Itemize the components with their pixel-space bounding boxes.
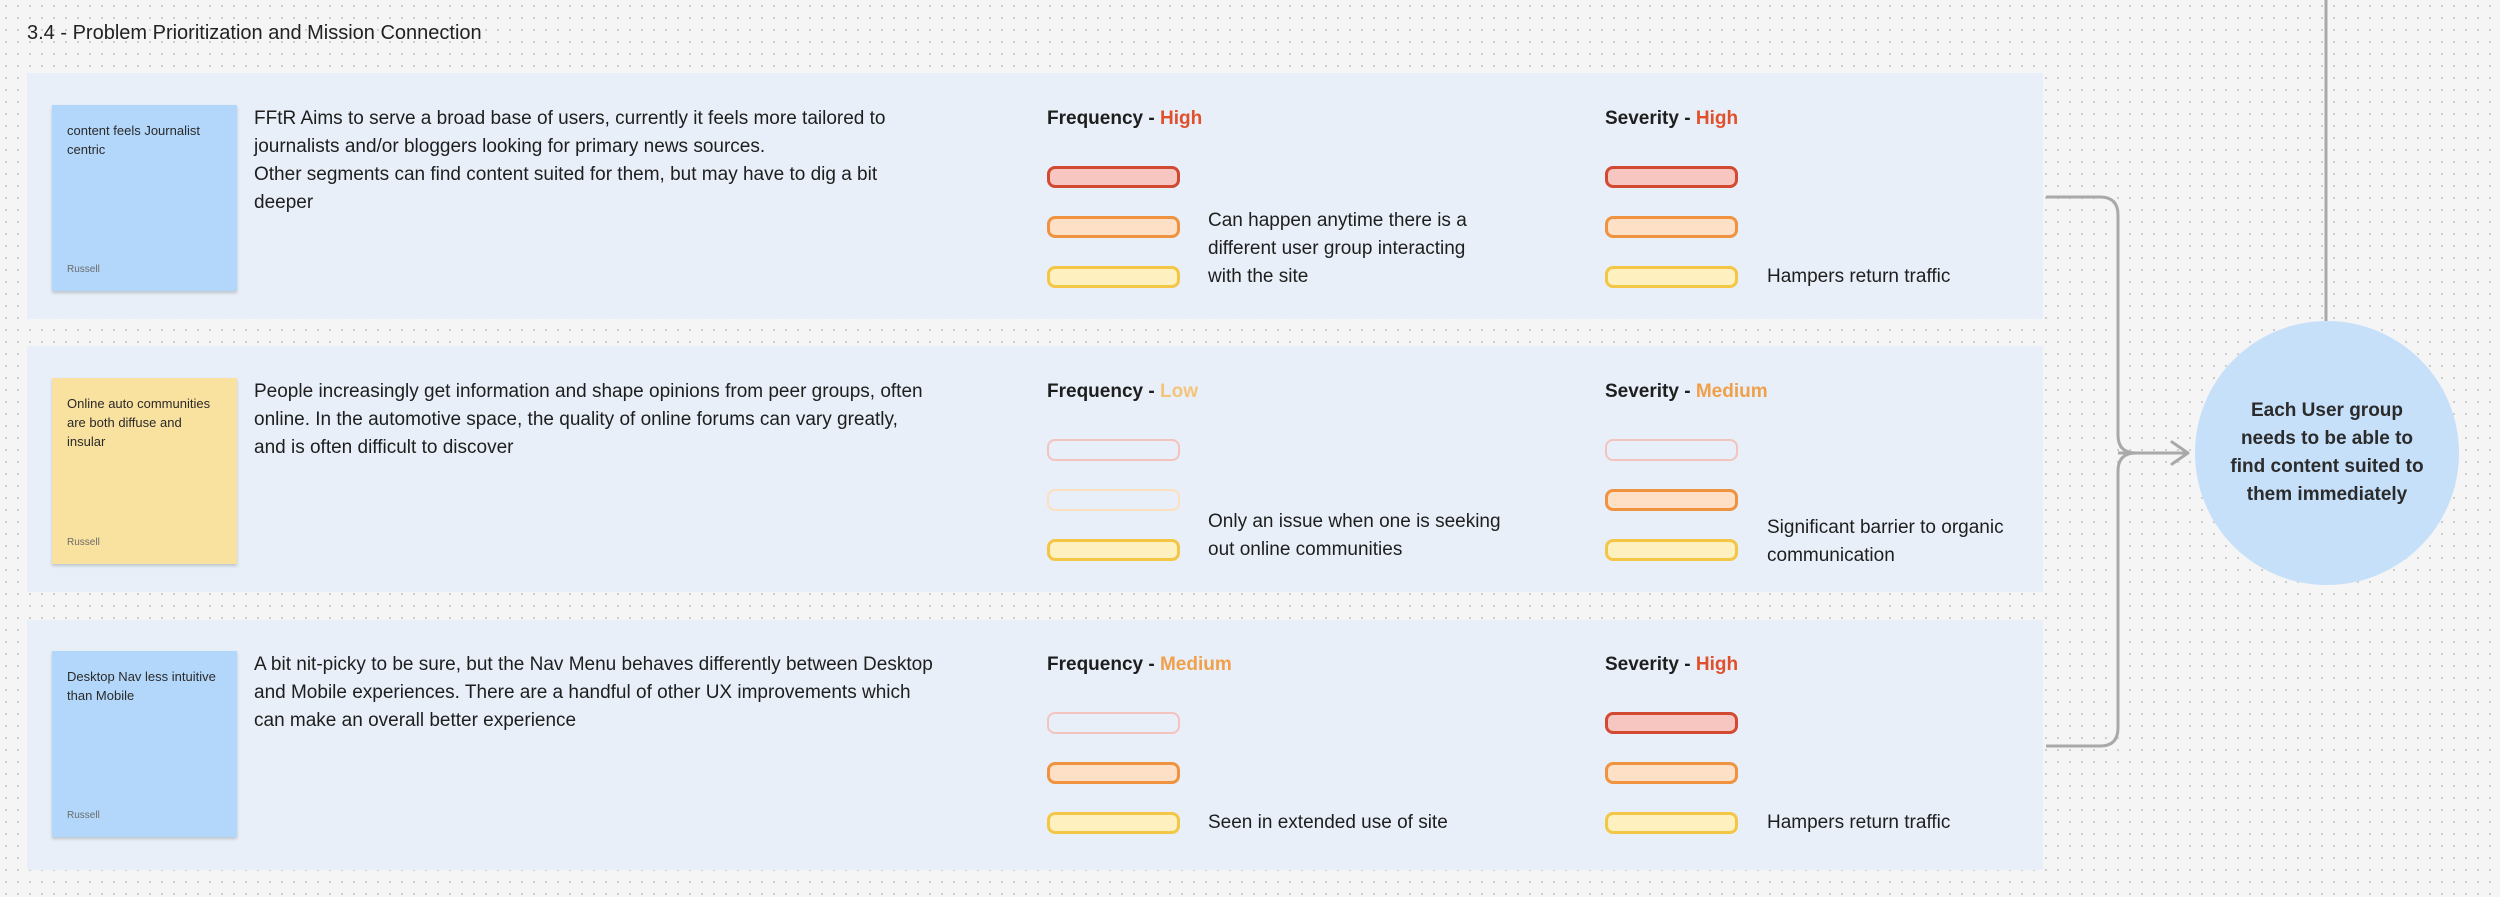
severity-pill-low (1605, 812, 1738, 834)
frequency-level: Low (1159, 381, 1198, 402)
problem-description: A bit nit-picky to be sure, but the Nav … (254, 651, 934, 735)
severity-label: Severity (1605, 381, 1679, 402)
description-paragraph: A bit nit-picky to be sure, but the Nav … (254, 654, 933, 731)
severity-level: High (1695, 108, 1739, 129)
frequency-title: Frequency - High (1047, 108, 1202, 130)
severity-label: Severity (1605, 108, 1679, 129)
severity-pill-medium (1605, 762, 1738, 784)
severity-pill-high (1605, 166, 1738, 188)
problem-description: FFtR Aims to serve a broad base of users… (254, 105, 934, 217)
frequency-level: Medium (1159, 654, 1232, 675)
frequency-pill-medium (1047, 489, 1180, 511)
severity-pill-medium (1605, 489, 1738, 511)
connector-top (2046, 195, 2137, 455)
mission-goal-circle[interactable]: Each User group needs to be able to find… (2195, 321, 2459, 585)
problem-description: People increasingly get information and … (254, 378, 934, 462)
severity-pill-low (1605, 266, 1738, 288)
frequency-label: Frequency (1047, 108, 1144, 129)
severity-note: Significant barrier to organic communica… (1767, 517, 2004, 566)
frequency-level: High (1159, 108, 1203, 129)
separator: - (1148, 108, 1155, 129)
severity-title: Severity - Medium (1605, 381, 1768, 403)
frequency-pill-high (1047, 439, 1180, 461)
frequency-pill-low (1047, 539, 1180, 561)
separator: - (1148, 381, 1155, 402)
sticky-note-author: Russell (67, 537, 100, 548)
severity-note: Hampers return traffic (1767, 812, 1951, 833)
sticky-note-author: Russell (67, 264, 100, 275)
sticky-note-text: content feels Journalist centric (67, 123, 200, 157)
severity-label: Severity (1605, 654, 1679, 675)
frequency-pill-medium (1047, 762, 1180, 784)
connector-bottom (2046, 451, 2137, 748)
mission-goal-text: Each User group needs to be able to find… (2230, 400, 2424, 505)
frequency-title: Frequency - Medium (1047, 654, 1232, 676)
section-title: 3.4 - Problem Prioritization and Mission… (27, 22, 482, 44)
frequency-title: Frequency - Low (1047, 381, 1198, 403)
description-paragraph: FFtR Aims to serve a broad base of users… (254, 108, 886, 157)
sticky-note[interactable]: Online auto communities are both diffuse… (52, 378, 237, 564)
frequency-pill-medium (1047, 216, 1180, 238)
sticky-note-text: Online auto communities are both diffuse… (67, 396, 211, 449)
severity-title: Severity - High (1605, 654, 1738, 676)
severity-level: High (1695, 654, 1739, 675)
arrow-head-icon (2170, 440, 2190, 466)
sticky-note[interactable]: content feels Journalist centric Russell (52, 105, 237, 291)
severity-pill-high (1605, 439, 1738, 461)
description-paragraph: People increasingly get information and … (254, 381, 923, 458)
frequency-label: Frequency (1047, 381, 1144, 402)
severity-level: Medium (1695, 381, 1768, 402)
frequency-pill-high (1047, 166, 1180, 188)
severity-pill-high (1605, 712, 1738, 734)
frequency-note: Only an issue when one is seeking out on… (1208, 511, 1501, 560)
sticky-note-text: Desktop Nav less intuitive than Mobile (67, 669, 216, 703)
frequency-note: Can happen anytime there is a different … (1208, 210, 1467, 287)
separator: - (1684, 381, 1691, 402)
severity-pill-low (1605, 539, 1738, 561)
frequency-pill-low (1047, 812, 1180, 834)
sticky-note[interactable]: Desktop Nav less intuitive than Mobile R… (52, 651, 237, 837)
separator: - (1684, 654, 1691, 675)
sticky-note-author: Russell (67, 810, 100, 821)
frequency-pill-high (1047, 712, 1180, 734)
severity-pill-medium (1605, 216, 1738, 238)
severity-title: Severity - High (1605, 108, 1738, 130)
separator: - (1148, 654, 1155, 675)
separator: - (1684, 108, 1691, 129)
severity-note: Hampers return traffic (1767, 266, 1951, 287)
frequency-pill-low (1047, 266, 1180, 288)
frequency-note: Seen in extended use of site (1208, 812, 1448, 833)
frequency-label: Frequency (1047, 654, 1144, 675)
description-paragraph: Other segments can find content suited f… (254, 164, 878, 213)
